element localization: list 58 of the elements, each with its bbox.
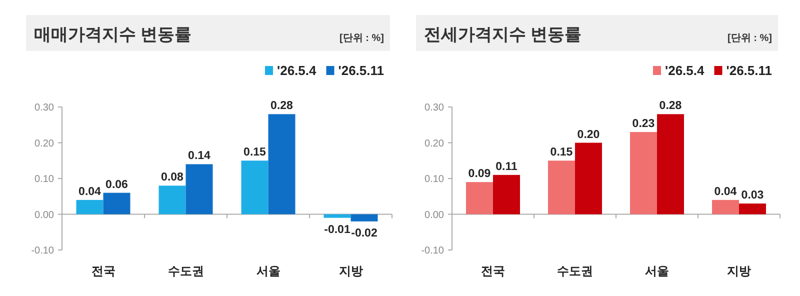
- y-tick-label: 0.00: [34, 210, 54, 221]
- bar: [630, 132, 657, 214]
- legend-label: '26.5.11: [726, 63, 772, 78]
- data-label: 0.03: [741, 190, 764, 202]
- bar: [103, 192, 130, 214]
- data-label: 0.28: [659, 100, 682, 112]
- x-tick-label: 지방: [727, 264, 751, 278]
- bar: [186, 164, 213, 214]
- bar: [739, 204, 766, 214]
- data-label: 0.04: [78, 186, 102, 198]
- bar: [575, 142, 602, 214]
- y-tick-label: -0.10: [31, 246, 54, 256]
- data-label: -0.01: [324, 224, 351, 236]
- data-label: 0.23: [632, 118, 655, 130]
- y-tick-label: 0.20: [424, 138, 444, 150]
- chart-title: 전세가격지수 변동률: [424, 25, 582, 44]
- y-tick-label: 0.30: [34, 102, 54, 114]
- x-tick-label: 전국: [481, 264, 505, 278]
- bar: [268, 114, 296, 214]
- y-tick-label: 0.20: [34, 138, 54, 150]
- y-tick-label: 0.10: [34, 174, 54, 185]
- bar: [76, 200, 104, 214]
- x-tick-label: 수도권: [168, 264, 204, 278]
- text: [단위 : %]: [340, 33, 384, 44]
- data-label: 0.15: [244, 146, 267, 159]
- bar: [466, 182, 493, 214]
- data-label: 0.28: [270, 100, 294, 112]
- data-label: 0.14: [188, 150, 212, 162]
- bar: [158, 186, 186, 214]
- text: [단위 : %]: [728, 33, 772, 44]
- y-tick-label: 0.30: [424, 102, 444, 114]
- legend-label: '26.5.4: [665, 63, 706, 78]
- x-tick-label: 지방: [338, 264, 363, 278]
- bar: [241, 160, 268, 214]
- legend-label: '26.5.4: [277, 63, 318, 78]
- bar: [712, 200, 739, 214]
- data-label: 0.04: [714, 186, 738, 198]
- bar: [657, 114, 684, 214]
- bar: [548, 160, 575, 214]
- data-label: 0.11: [496, 160, 518, 173]
- data-label: 0.15: [550, 146, 574, 159]
- bar: [350, 214, 378, 222]
- bar: [324, 214, 351, 218]
- y-tick-label: 0.10: [424, 174, 444, 185]
- x-tick-label: 전국: [91, 264, 116, 278]
- chart-title: 매매가격지수 변동률: [34, 25, 192, 44]
- y-tick-label: -0.10: [421, 246, 444, 256]
- x-tick-label: 수도권: [557, 264, 593, 278]
- x-tick-label: 서울: [645, 264, 669, 278]
- legend-label: '26.5.11: [338, 63, 384, 78]
- data-label: -0.02: [351, 227, 378, 240]
- y-tick-label: 0.00: [424, 210, 444, 221]
- data-label: 0.20: [577, 128, 600, 141]
- bar: [493, 174, 520, 214]
- data-label: 0.09: [468, 168, 491, 180]
- data-label: 0.08: [161, 172, 184, 184]
- data-label: 0.06: [106, 178, 128, 191]
- x-tick-label: 서울: [256, 264, 280, 278]
